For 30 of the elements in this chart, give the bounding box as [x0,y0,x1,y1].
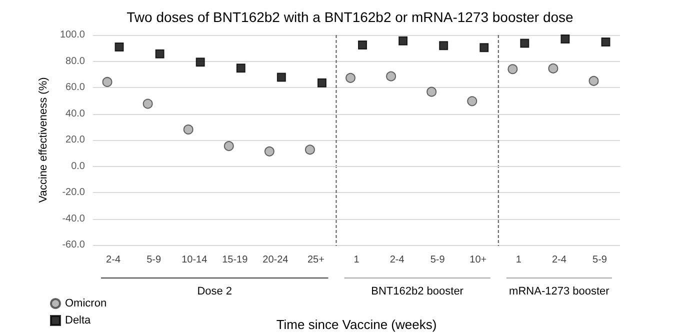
x-tick-label: 5-9 [430,254,446,266]
x-tick-label: 1 [516,254,522,266]
legend-label: Omicron [65,298,107,310]
y-tick-label: 100.0 [60,30,86,40]
y-tick-label: 0.0 [71,160,86,172]
x-tick-label: 20-24 [262,254,289,266]
x-tick-label: 2-4 [390,254,405,266]
text: mRNA-1273 booster [509,286,610,298]
x-axis-title: Time since Vaccine (weeks) [276,317,437,332]
y-tick-label: 40.0 [66,108,86,120]
x-tick-label: 2-4 [552,254,567,266]
x-tick-label: 10+ [470,254,487,266]
y-tick-label: 20.0 [66,134,86,146]
x-tick-label: 10-14 [182,254,208,266]
y-tick-label: -60.0 [62,240,86,250]
y-axis-title: Vaccine effectiveness (%) [38,77,50,203]
y-tick-label: 80.0 [66,56,86,67]
x-tick-label: 2-4 [106,254,121,266]
x-tick-label: 15-19 [222,254,248,266]
y-tick-label: -40.0 [62,213,86,224]
y-tick-label: -20.0 [62,187,86,198]
text: Dose 2 [197,286,232,298]
legend-label: Delta [65,314,92,326]
chart-title: Two doses of BNT162b2 with a BNT162b2 or mRNA-1273 booster dose [126,9,574,25]
x-tick-label: 1 [354,254,360,266]
x-tick-label: 25+ [307,254,325,266]
text: BNT162b2 booster [371,286,464,298]
y-tick-label: 60.0 [66,82,86,93]
x-tick-label: 5-9 [592,254,608,266]
x-tick-label: 5-9 [146,254,162,266]
